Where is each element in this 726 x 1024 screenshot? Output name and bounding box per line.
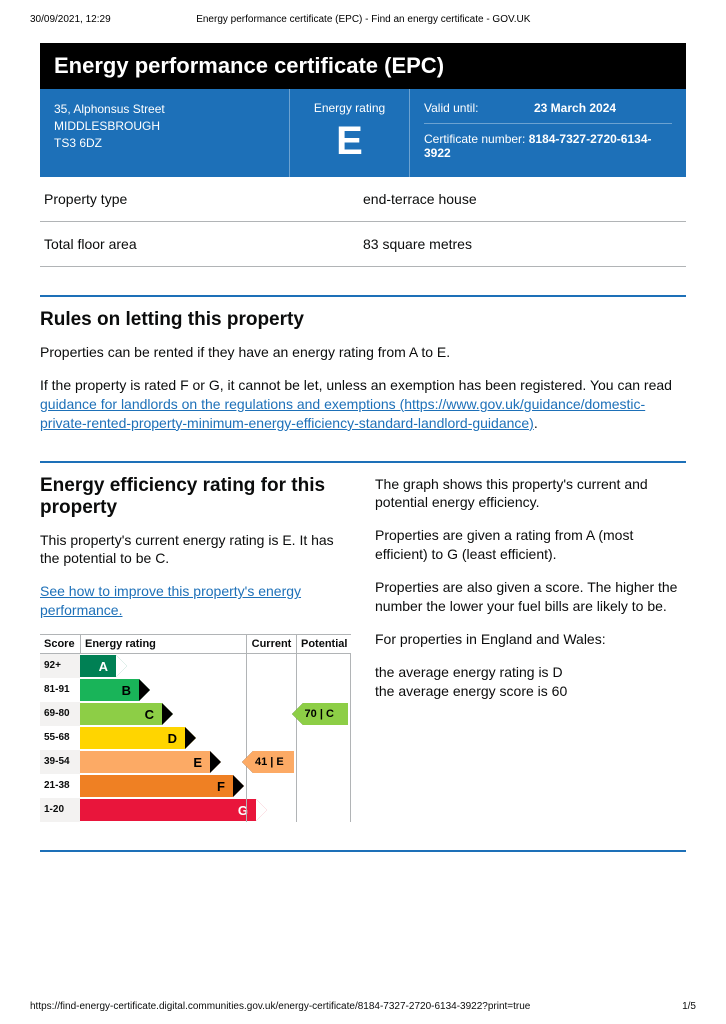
avg-rating: the average energy rating is D: [375, 663, 686, 682]
print-url: https://find-energy-certificate.digital.…: [30, 1001, 530, 1012]
chart-col-score: Score: [40, 635, 80, 653]
chart-col-rating: Energy rating: [80, 635, 246, 653]
energy-rating-block: Energy rating E: [290, 89, 410, 177]
property-details: Property type end-terrace house Total fl…: [40, 177, 686, 267]
print-page-num: 1/5: [682, 1001, 696, 1012]
avg-score: the average energy score is 60: [375, 682, 686, 701]
chart-score-range: 21-38: [40, 774, 80, 798]
guidance-link[interactable]: guidance for landlords on the regulation…: [40, 396, 645, 431]
divider: [40, 461, 686, 463]
rules-p2: If the property is rated F or G, it cann…: [40, 376, 686, 433]
address-line1: 35, Alphonsus Street: [54, 101, 275, 118]
postcode: TS3 6DZ: [54, 135, 275, 152]
floor-area-label: Total floor area: [44, 236, 363, 252]
rules-p1: Properties can be rented if they have an…: [40, 343, 686, 362]
property-type-label: Property type: [44, 191, 363, 207]
address-block: 35, Alphonsus Street MIDDLESBROUGH TS3 6…: [40, 89, 290, 177]
chart-band-bar: E: [80, 751, 210, 773]
valid-until-date: 23 March 2024: [534, 101, 616, 115]
address-line2: MIDDLESBROUGH: [54, 118, 275, 135]
chart-score-range: 39-54: [40, 750, 80, 774]
chart-band-bar: A: [80, 655, 116, 677]
page-title: Energy performance certificate (EPC): [40, 43, 686, 89]
energy-rating-label: Energy rating: [304, 101, 395, 115]
certificate-header: 35, Alphonsus Street MIDDLESBROUGH TS3 6…: [40, 89, 686, 177]
divider: [40, 850, 686, 852]
chart-score-range: 81-91: [40, 678, 80, 702]
chart-band-bar: D: [80, 727, 185, 749]
print-header: 30/09/2021, 12:29 Energy performance cer…: [0, 0, 726, 33]
cert-number-label: Certificate number:: [424, 132, 525, 146]
improve-link[interactable]: See how to improve this property's energ…: [40, 583, 301, 618]
chart-indicator: 41 | E: [253, 751, 294, 773]
graph-desc-3: Properties are also given a score. The h…: [375, 578, 686, 616]
energy-rating-letter: E: [304, 119, 395, 164]
chart-band-bar: G: [80, 799, 256, 821]
divider: [40, 295, 686, 297]
valid-until-label: Valid until:: [424, 101, 534, 115]
efficiency-p1: This property's current energy rating is…: [40, 531, 351, 569]
print-datetime: 30/09/2021, 12:29: [30, 14, 111, 25]
graph-desc-1: The graph shows this property's current …: [375, 475, 686, 513]
floor-area-value: 83 square metres: [363, 236, 682, 252]
rules-heading: Rules on letting this property: [40, 309, 686, 331]
print-footer: https://find-energy-certificate.digital.…: [0, 1001, 726, 1012]
graph-desc-2: Properties are given a rating from A (mo…: [375, 526, 686, 564]
chart-col-current: Current: [246, 635, 296, 653]
energy-rating-chart: Score Energy rating Current Potential 92…: [40, 634, 351, 822]
chart-score-range: 92+: [40, 654, 80, 678]
chart-indicator: 70 | C: [303, 703, 348, 725]
chart-band-bar: F: [80, 775, 233, 797]
chart-score-range: 1-20: [40, 798, 80, 822]
print-page-title: Energy performance certificate (EPC) - F…: [111, 14, 616, 25]
property-type-value: end-terrace house: [363, 191, 682, 207]
chart-band-bar: B: [80, 679, 139, 701]
graph-desc-4: For properties in England and Wales:: [375, 630, 686, 649]
chart-col-potential: Potential: [296, 635, 351, 653]
chart-band-bar: C: [80, 703, 162, 725]
chart-score-range: 69-80: [40, 702, 80, 726]
efficiency-heading: Energy efficiency rating for this proper…: [40, 475, 351, 519]
validity-block: Valid until: 23 March 2024 Certificate n…: [410, 89, 686, 177]
chart-score-range: 55-68: [40, 726, 80, 750]
